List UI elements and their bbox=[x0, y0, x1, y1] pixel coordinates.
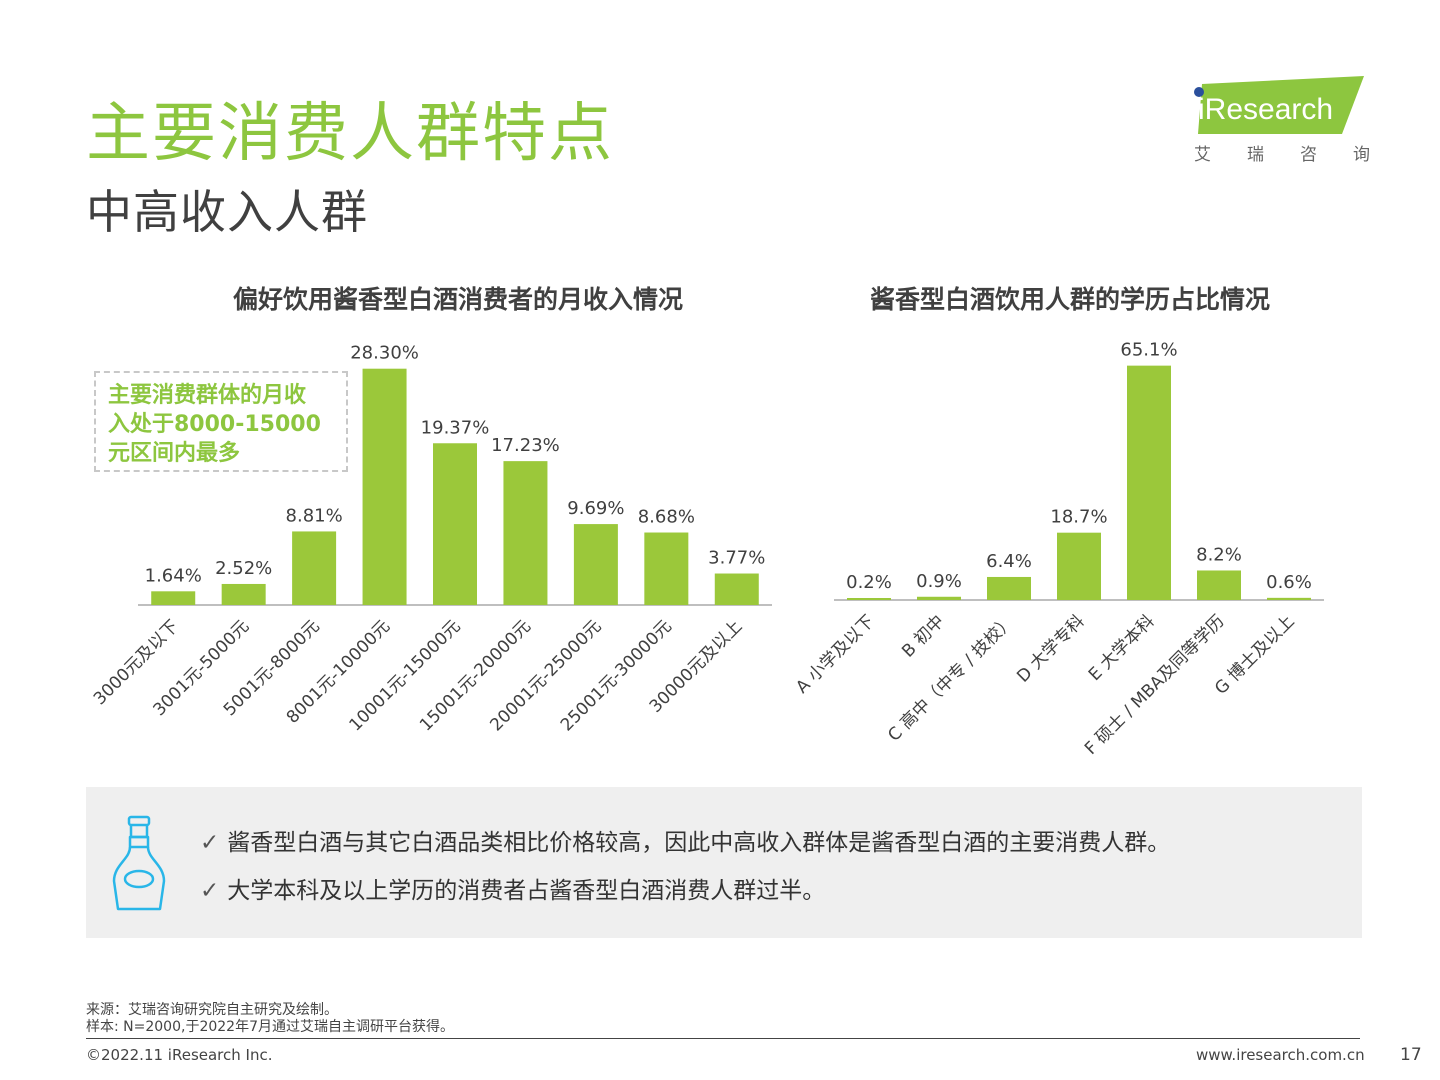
income-bar bbox=[221, 583, 266, 605]
education-data-label: 65.1% bbox=[1120, 340, 1177, 361]
copyright: ©2022.11 iResearch Inc. bbox=[86, 1046, 273, 1064]
education-bar bbox=[1197, 570, 1241, 600]
education-category-label: E 大学本科 bbox=[1085, 611, 1159, 685]
education-data-label: 6.4% bbox=[986, 551, 1032, 572]
footer-divider bbox=[86, 1038, 1360, 1039]
callout-line: 主要消费群体的月收 bbox=[108, 383, 307, 408]
education-bar bbox=[987, 576, 1031, 600]
education-chart-title: 酱香型白酒饮用人群的学历占比情况 bbox=[869, 285, 1271, 314]
income-bar bbox=[573, 524, 618, 605]
income-data-label: 1.64% bbox=[145, 565, 202, 586]
income-data-label: 19.37% bbox=[421, 417, 490, 438]
education-bar bbox=[1267, 597, 1311, 600]
page-subtitle: 中高收入人群 bbox=[86, 185, 368, 239]
education-category-label: B 初中 bbox=[898, 611, 948, 661]
check-icon: ✓ bbox=[200, 830, 220, 856]
income-data-label: 2.52% bbox=[215, 558, 272, 579]
education-category-label: A 小学及以下 bbox=[792, 611, 878, 697]
education-category-label: F 硕士 / MBA及同等学历 bbox=[1081, 611, 1229, 759]
check-icon: ✓ bbox=[200, 878, 220, 904]
education-bar bbox=[847, 598, 891, 600]
logo-cn-char: 艾 bbox=[1194, 145, 1211, 165]
summary-box: ✓ 酱香型白酒与其它白酒品类相比价格较高，因此中高收入群体是酱香型白酒的主要消费人… bbox=[86, 787, 1362, 938]
education-data-label: 0.9% bbox=[916, 571, 962, 592]
income-bar bbox=[433, 443, 477, 605]
source-note: 来源：艾瑞咨询研究院自主研究及绘制。 样本: N=2000,于2022年7月通过… bbox=[86, 1002, 454, 1036]
income-chart-title: 偏好饮用酱香型白酒消费者的月收入情况 bbox=[232, 285, 684, 314]
callout-line: 入处于8000-15000 bbox=[108, 412, 321, 437]
education-bar bbox=[917, 596, 961, 600]
page-number: 17 bbox=[1400, 1045, 1422, 1065]
summary-line: ✓ 大学本科及以上学历的消费者占酱香型白酒消费人群过半。 bbox=[200, 871, 825, 905]
income-bar bbox=[292, 531, 337, 605]
logo-cn-char: 咨 bbox=[1300, 145, 1317, 165]
income-data-label: 17.23% bbox=[491, 435, 560, 456]
logo-cn-text: 艾 瑞 咨 询 bbox=[1194, 140, 1370, 165]
income-bar bbox=[714, 573, 759, 605]
logo-brand-text: iResearch bbox=[1198, 93, 1333, 126]
education-data-label: 0.6% bbox=[1266, 572, 1312, 593]
logo-cn-char: 询 bbox=[1353, 145, 1370, 165]
summary-line-text: 酱香型白酒与其它白酒品类相比价格较高，因此中高收入群体是酱香型白酒的主要消费人群… bbox=[227, 830, 1171, 856]
income-data-label: 3.77% bbox=[708, 548, 765, 569]
education-data-label: 18.7% bbox=[1050, 507, 1107, 528]
summary-line: ✓ 酱香型白酒与其它白酒品类相比价格较高，因此中高收入群体是酱香型白酒的主要消费人… bbox=[200, 823, 1170, 857]
charts-canvas: 1.64%3000元及以下2.52%3001元-5000元8.81%5001元-… bbox=[90, 340, 1324, 759]
website-link[interactable]: www.iresearch.com.cn bbox=[1196, 1046, 1365, 1064]
callout-line: 元区间内最多 bbox=[108, 441, 241, 466]
education-category-label: D 大学专科 bbox=[1013, 611, 1088, 686]
income-bar bbox=[362, 368, 407, 605]
income-data-label: 9.69% bbox=[567, 498, 624, 519]
income-bar bbox=[503, 461, 548, 605]
education-data-label: 8.2% bbox=[1196, 544, 1242, 565]
education-category-label: C 高中（中专 / 技校） bbox=[884, 611, 1018, 745]
income-data-label: 28.30% bbox=[350, 343, 419, 364]
income-data-label: 8.81% bbox=[286, 505, 343, 526]
education-data-label: 0.2% bbox=[846, 572, 892, 593]
liquor-bottle-icon bbox=[112, 815, 166, 911]
source-text: 来源：艾瑞咨询研究院自主研究及绘制。 bbox=[86, 1002, 338, 1018]
iresearch-logo: iResearch bbox=[1194, 76, 1364, 134]
education-bar bbox=[1057, 532, 1101, 600]
sample-text: 样本: N=2000,于2022年7月通过艾瑞自主调研平台获得。 bbox=[86, 1019, 454, 1035]
income-bar bbox=[644, 532, 689, 605]
education-bar bbox=[1127, 365, 1171, 600]
logo-cn-char: 瑞 bbox=[1247, 145, 1264, 165]
page-title: 主要消费人群特点 bbox=[86, 97, 614, 171]
income-callout: 主要消费群体的月收 入处于8000-15000 元区间内最多 bbox=[94, 371, 348, 472]
income-data-label: 8.68% bbox=[638, 507, 695, 528]
income-bar bbox=[151, 591, 196, 605]
summary-line-text: 大学本科及以上学历的消费者占酱香型白酒消费人群过半。 bbox=[227, 878, 826, 904]
